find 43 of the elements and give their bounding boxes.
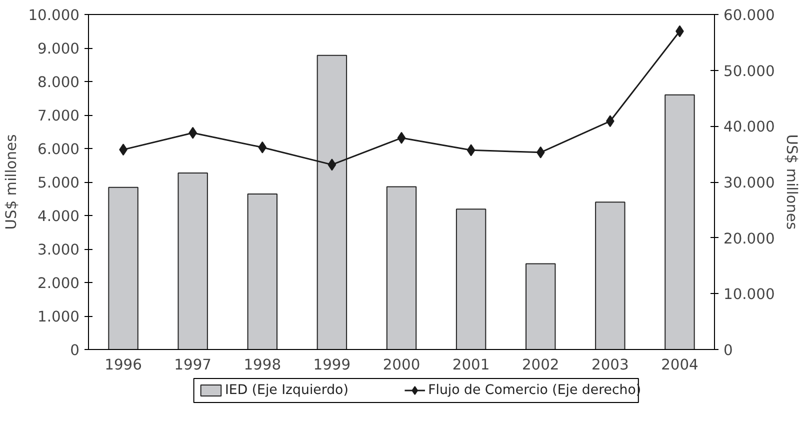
- x-tick-label: 1999: [313, 356, 351, 374]
- y-tick-label: 9.000: [38, 40, 80, 58]
- bar: [526, 263, 556, 350]
- y2-tick-label: 10.000: [724, 286, 775, 304]
- x-tick-label: 1997: [174, 356, 212, 374]
- point: [397, 132, 406, 144]
- y-tick-label: 8.000: [38, 74, 80, 91]
- x-tick-label: 1996: [104, 356, 142, 374]
- y-tick-label: 10.000: [28, 7, 80, 24]
- bar: [247, 194, 278, 350]
- bar: [664, 94, 695, 350]
- x-tick-label: 1998: [244, 356, 282, 374]
- y2-tick-label: 20.000: [724, 230, 775, 248]
- point: [536, 146, 545, 158]
- point: [328, 158, 336, 171]
- y-tick-label: 0: [70, 342, 80, 359]
- point: [258, 141, 267, 154]
- bar: [456, 208, 486, 350]
- x-tick-label: 2001: [452, 356, 490, 374]
- bar: [108, 186, 138, 350]
- y-tick-label: 2.000: [38, 275, 80, 292]
- x-tick-label: 2004: [661, 356, 698, 374]
- legend-label: IED (Eje Izquierdo): [225, 383, 348, 398]
- y2-tick-label: 0: [724, 342, 733, 359]
- x-tick-label: 2000: [382, 356, 420, 374]
- y-tick-label: 1.000: [38, 308, 80, 326]
- y-tick-label: 6.000: [38, 141, 80, 158]
- point: [466, 144, 476, 156]
- y-axis-title: US$ millones: [3, 134, 20, 230]
- x-tick-label: 2002: [522, 356, 560, 374]
- y-tick-label: 4.000: [38, 208, 80, 225]
- bar: [178, 172, 208, 350]
- y2-tick-label: 30.000: [724, 174, 775, 192]
- y-tick-label: 7.000: [38, 108, 80, 124]
- bar: [386, 186, 417, 350]
- y2-tick-label: 50.000: [724, 62, 775, 80]
- y-tick-label: 3.000: [38, 242, 80, 258]
- bar: [595, 202, 626, 350]
- y2-tick-label: 60.000: [724, 7, 775, 24]
- y-tick-label: 5.000: [38, 174, 80, 192]
- y2-axis-title: US$ millones: [782, 134, 800, 230]
- x-tick-label: 2003: [592, 356, 629, 374]
- y2-tick-label: 40.000: [724, 118, 775, 136]
